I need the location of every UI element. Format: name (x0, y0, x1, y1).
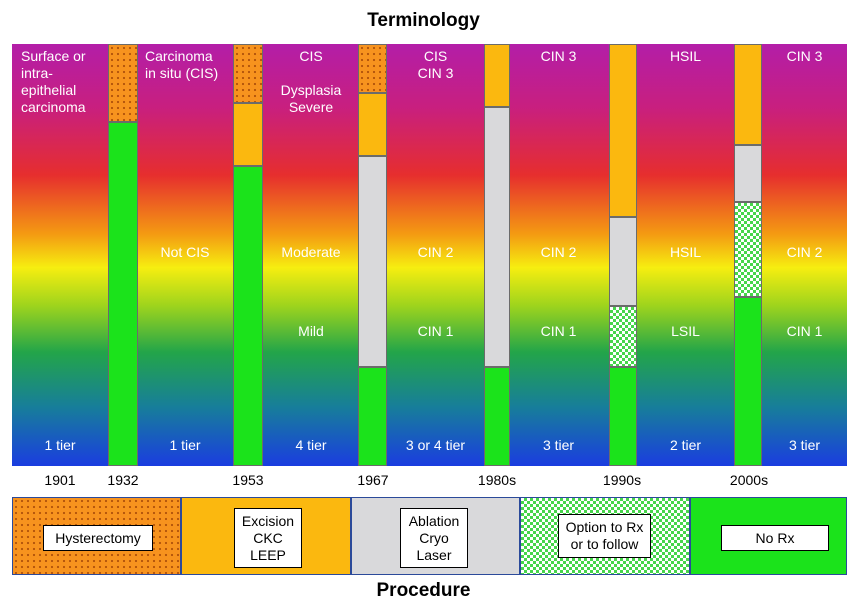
legend-label-ablation: Ablation Cryo Laser (400, 508, 468, 568)
procedure-bar-1967 (358, 44, 387, 466)
terminology-title: Terminology (367, 10, 480, 31)
legend-excision: Excision CKC LEEP (181, 497, 351, 575)
year-label-1980s: 1980s (477, 472, 517, 488)
legend-label-excision: Excision CKC LEEP (234, 508, 302, 568)
legend-option: Option to Rx or to follow (520, 497, 690, 575)
year-label-2000s: 2000s (729, 472, 769, 488)
legend-hysterectomy: Hysterectomy (12, 497, 181, 575)
legend-label-no-rx: No Rx (721, 525, 829, 551)
segment-no-rx (609, 367, 637, 466)
col-1932-mid: Not CIS (160, 244, 210, 260)
col-2000s-tier: 3 tier (788, 437, 821, 453)
col-1967-mid: CIN 2 (417, 244, 454, 260)
terminology-chart: Surface or intra- epithelial carcinoma 1… (12, 44, 847, 466)
segment-no-rx (108, 122, 138, 466)
segment-ablation (609, 217, 637, 306)
year-label-1932: 1932 (107, 472, 139, 488)
col-1932-tier: 1 tier (169, 437, 201, 453)
legend-label-hysterectomy: Hysterectomy (43, 525, 153, 551)
col-1953-tier: 4 tier (295, 437, 327, 453)
legend-label-option: Option to Rx or to follow (558, 514, 651, 558)
col-1901-tier: 1 tier (44, 437, 76, 453)
segment-option (734, 202, 762, 297)
col-1953-mid: Moderate (281, 244, 341, 260)
segment-ablation (734, 145, 762, 202)
segment-no-rx (484, 367, 510, 466)
procedure-bar-2000s (734, 44, 762, 466)
year-label-1953: 1953 (232, 472, 264, 488)
segment-ablation (358, 156, 387, 367)
procedure-title: Procedure (376, 580, 471, 601)
col-1967-top: CIS CIN 3 (417, 48, 454, 81)
segment-hysterectomy (358, 44, 387, 93)
procedure-bar-1953 (233, 44, 263, 466)
year-label-1901: 1901 (44, 472, 76, 488)
col-1980s-mid: CIN 2 (540, 244, 577, 260)
col-2000s-low: CIN 1 (786, 323, 823, 339)
col-1953-top: CIS Dysplasia Severe (280, 48, 342, 115)
segment-excision (734, 44, 762, 145)
col-1990s-top: HSIL (669, 48, 702, 64)
col-1967-tier: 3 or 4 tier (405, 437, 466, 453)
legend-no-rx: No Rx (690, 497, 847, 575)
col-1990s-low: LSIL (671, 323, 700, 339)
segment-excision (484, 44, 510, 107)
procedure-bar-1980s (484, 44, 510, 466)
col-1932-top: Carcinoma in situ (CIS) (145, 48, 219, 81)
procedure-legend: Hysterectomy Excision CKC LEEP Ablation … (12, 497, 847, 575)
col-1980s-low: CIN 1 (540, 323, 577, 339)
segment-excision (358, 93, 387, 156)
col-1953-low: Mild (298, 323, 324, 339)
legend-ablation: Ablation Cryo Laser (351, 497, 520, 575)
segment-hysterectomy (233, 44, 263, 103)
year-label-1990s: 1990s (602, 472, 642, 488)
col-1980s-top: CIN 3 (540, 48, 577, 64)
segment-no-rx (734, 297, 762, 466)
col-2000s-mid: CIN 2 (786, 244, 823, 260)
procedure-bar-1990s (609, 44, 637, 466)
col-1980s-tier: 3 tier (542, 437, 575, 453)
segment-excision (233, 103, 263, 166)
col-1990s-mid: HSIL (669, 244, 702, 260)
procedure-bar-1932 (108, 44, 138, 466)
col-1967-low: CIN 1 (417, 323, 454, 339)
segment-no-rx (358, 367, 387, 466)
segment-hysterectomy (108, 44, 138, 122)
segment-no-rx (233, 166, 263, 466)
segment-option (609, 306, 637, 367)
segment-ablation (484, 107, 510, 367)
col-1990s-tier: 2 tier (669, 437, 702, 453)
year-label-1967: 1967 (357, 472, 389, 488)
col-1901-top: Surface or intra- epithelial carcinoma (21, 48, 86, 115)
col-2000s-top: CIN 3 (786, 48, 823, 64)
segment-excision (609, 44, 637, 217)
